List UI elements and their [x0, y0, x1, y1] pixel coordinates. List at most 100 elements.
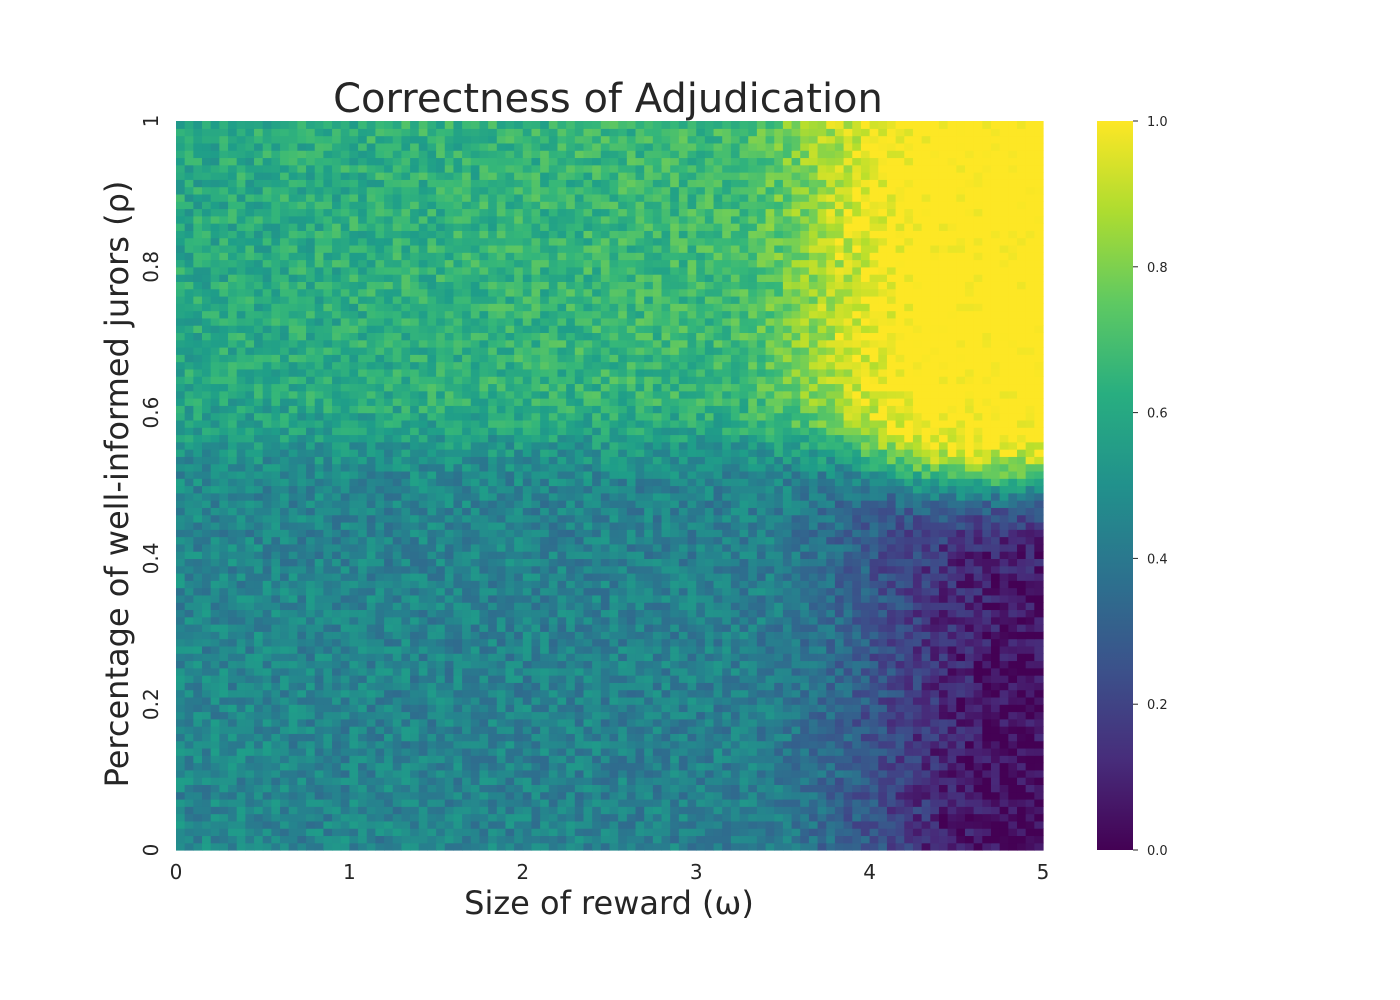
- heatmap-cell: [444, 828, 455, 837]
- heatmap-cell: [444, 587, 455, 596]
- heatmap-cell: [895, 777, 905, 785]
- heatmap-cell: [947, 521, 957, 530]
- heatmap-cell: [834, 543, 845, 552]
- heatmap-cell: [566, 543, 576, 552]
- heatmap-cell: [297, 718, 307, 727]
- heatmap-cell: [384, 500, 394, 508]
- heatmap-cell: [401, 653, 411, 662]
- heatmap-cell: [800, 638, 810, 647]
- heatmap-cell: [444, 784, 455, 793]
- heatmap-cell: [288, 631, 298, 640]
- heatmap-cell: [505, 660, 515, 669]
- heatmap-cell: [964, 733, 975, 742]
- heatmap-cell: [254, 820, 264, 829]
- heatmap-cell: [904, 682, 914, 691]
- heatmap-cell: [254, 638, 264, 647]
- heatmap-cell: [826, 696, 836, 705]
- heatmap-cell: [817, 565, 827, 574]
- heatmap-cell: [210, 624, 220, 632]
- heatmap-cell: [878, 521, 888, 530]
- heatmap-cell: [852, 718, 862, 727]
- heatmap-cell: [843, 791, 853, 800]
- heatmap-cell: [436, 500, 446, 508]
- heatmap-cell: [704, 791, 715, 800]
- heatmap-cell: [436, 718, 446, 727]
- heatmap-cell: [973, 514, 983, 523]
- heatmap-cell: [418, 842, 429, 851]
- heatmap-cell: [323, 740, 333, 749]
- heatmap-cell: [392, 689, 403, 698]
- heatmap-cell: [479, 820, 489, 829]
- heatmap-cell: [271, 806, 281, 815]
- heatmap-cell: [600, 638, 611, 647]
- heatmap-cell: [808, 500, 819, 508]
- heatmap-cell: [271, 645, 281, 654]
- heatmap-cell: [739, 660, 749, 669]
- heatmap-cell: [678, 572, 689, 581]
- heatmap-cell: [947, 784, 957, 793]
- heatmap-cell: [1034, 594, 1044, 603]
- heatmap-cell: [912, 631, 923, 640]
- heatmap-cell: [297, 711, 307, 720]
- heatmap-cell: [574, 594, 585, 603]
- heatmap-cell: [349, 784, 359, 793]
- heatmap-cell: [644, 558, 654, 567]
- heatmap-cell: [687, 638, 697, 647]
- heatmap-cell: [566, 638, 576, 647]
- heatmap-cell: [930, 769, 940, 778]
- heatmap-cell: [947, 551, 957, 559]
- heatmap-cell: [479, 638, 489, 647]
- heatmap-cell: [817, 558, 827, 567]
- heatmap-cell: [392, 798, 403, 807]
- heatmap-cell: [808, 536, 819, 545]
- heatmap-cell: [1008, 521, 1018, 530]
- heatmap-cell: [306, 777, 316, 785]
- heatmap-cell: [314, 558, 324, 567]
- heatmap-cell: [427, 806, 437, 815]
- heatmap-cell: [852, 624, 862, 632]
- heatmap-cell: [618, 718, 628, 727]
- heatmap-cell: [254, 813, 264, 822]
- heatmap-cell: [418, 733, 429, 742]
- heatmap-cell: [904, 536, 914, 545]
- heatmap-cell: [852, 638, 862, 647]
- heatmap-cell: [349, 500, 359, 508]
- heatmap-cell: [644, 645, 654, 654]
- heatmap-cell: [548, 587, 559, 596]
- heatmap-cell: [912, 682, 923, 691]
- heatmap-cell: [808, 696, 819, 705]
- heatmap-cell: [722, 667, 732, 676]
- heatmap-cell: [912, 653, 923, 662]
- heatmap-cell: [826, 726, 836, 734]
- heatmap-cell: [358, 572, 368, 581]
- heatmap-cell: [713, 740, 723, 749]
- heatmap-cell: [176, 828, 186, 837]
- heatmap-cell: [912, 514, 923, 523]
- heatmap-cell: [765, 609, 775, 618]
- heatmap-cell: [193, 653, 203, 662]
- heatmap-cell: [999, 529, 1009, 538]
- heatmap-cell: [583, 572, 593, 581]
- heatmap-cell: [228, 609, 238, 618]
- heatmap-cell: [834, 500, 845, 508]
- heatmap-cell: [999, 733, 1009, 742]
- heatmap-cell: [1034, 791, 1044, 800]
- heatmap-cell: [609, 718, 619, 727]
- heatmap-cell: [496, 755, 507, 764]
- heatmap-cell: [514, 624, 524, 632]
- heatmap-cell: [470, 828, 481, 837]
- heatmap-cell: [444, 521, 455, 530]
- heatmap-cell: [193, 660, 203, 669]
- heatmap-cell: [990, 514, 1001, 523]
- heatmap-cell: [652, 784, 663, 793]
- heatmap-cell: [436, 609, 446, 618]
- heatmap-cell: [626, 631, 637, 640]
- heatmap-cell: [869, 645, 879, 654]
- heatmap-cell: [427, 755, 437, 764]
- heatmap-cell: [938, 536, 949, 545]
- heatmap-cell: [774, 682, 784, 691]
- heatmap-cell: [358, 842, 368, 851]
- heatmap-cell: [505, 529, 515, 538]
- heatmap-cell: [791, 828, 801, 837]
- heatmap-cell: [696, 798, 706, 807]
